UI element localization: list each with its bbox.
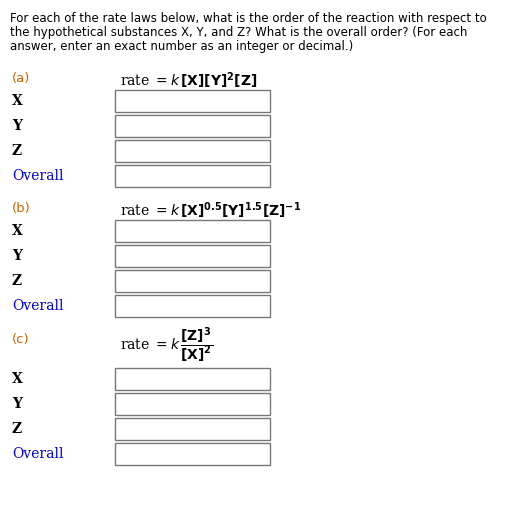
- Text: the hypothetical substances X, Y, and Z? What is the overall order? (For each: the hypothetical substances X, Y, and Z?…: [10, 26, 468, 39]
- Bar: [115, 140, 270, 162]
- Text: rate $= k\,\mathbf{[X][Y]^2[Z]}$: rate $= k\,\mathbf{[X][Y]^2[Z]}$: [120, 70, 257, 90]
- Bar: [115, 245, 270, 267]
- Bar: [115, 115, 270, 137]
- Text: (a): (a): [12, 72, 30, 85]
- Text: rate $= k\,\dfrac{\mathbf{[Z]^3}}{\mathbf{[X]^2}}$: rate $= k\,\dfrac{\mathbf{[Z]^3}}{\mathb…: [120, 325, 213, 364]
- Text: Overall: Overall: [12, 169, 63, 183]
- Bar: [115, 295, 270, 317]
- Bar: [115, 220, 270, 242]
- Text: For each of the rate laws below, what is the order of the reaction with respect : For each of the rate laws below, what is…: [10, 12, 487, 25]
- Text: Overall: Overall: [12, 447, 63, 461]
- Bar: [115, 393, 270, 415]
- Text: X: X: [12, 94, 22, 108]
- Text: Z: Z: [12, 422, 22, 436]
- Text: rate $= k\,\mathbf{[X]^{0.5}[Y]^{1.5}[Z]^{-1}}$: rate $= k\,\mathbf{[X]^{0.5}[Y]^{1.5}[Z]…: [120, 200, 301, 221]
- Text: Y: Y: [12, 249, 22, 263]
- Bar: [115, 443, 270, 465]
- Text: Y: Y: [12, 119, 22, 133]
- Bar: [115, 418, 270, 440]
- Bar: [115, 165, 270, 187]
- Text: (c): (c): [12, 333, 30, 346]
- Text: Z: Z: [12, 274, 22, 288]
- Bar: [115, 270, 270, 292]
- Text: Overall: Overall: [12, 299, 63, 313]
- Text: Y: Y: [12, 397, 22, 411]
- Text: answer, enter an exact number as an integer or decimal.): answer, enter an exact number as an inte…: [10, 40, 353, 53]
- Text: X: X: [12, 224, 22, 238]
- Bar: [115, 368, 270, 390]
- Text: X: X: [12, 372, 22, 386]
- Text: (b): (b): [12, 202, 31, 215]
- Text: Z: Z: [12, 144, 22, 158]
- Bar: [115, 90, 270, 112]
